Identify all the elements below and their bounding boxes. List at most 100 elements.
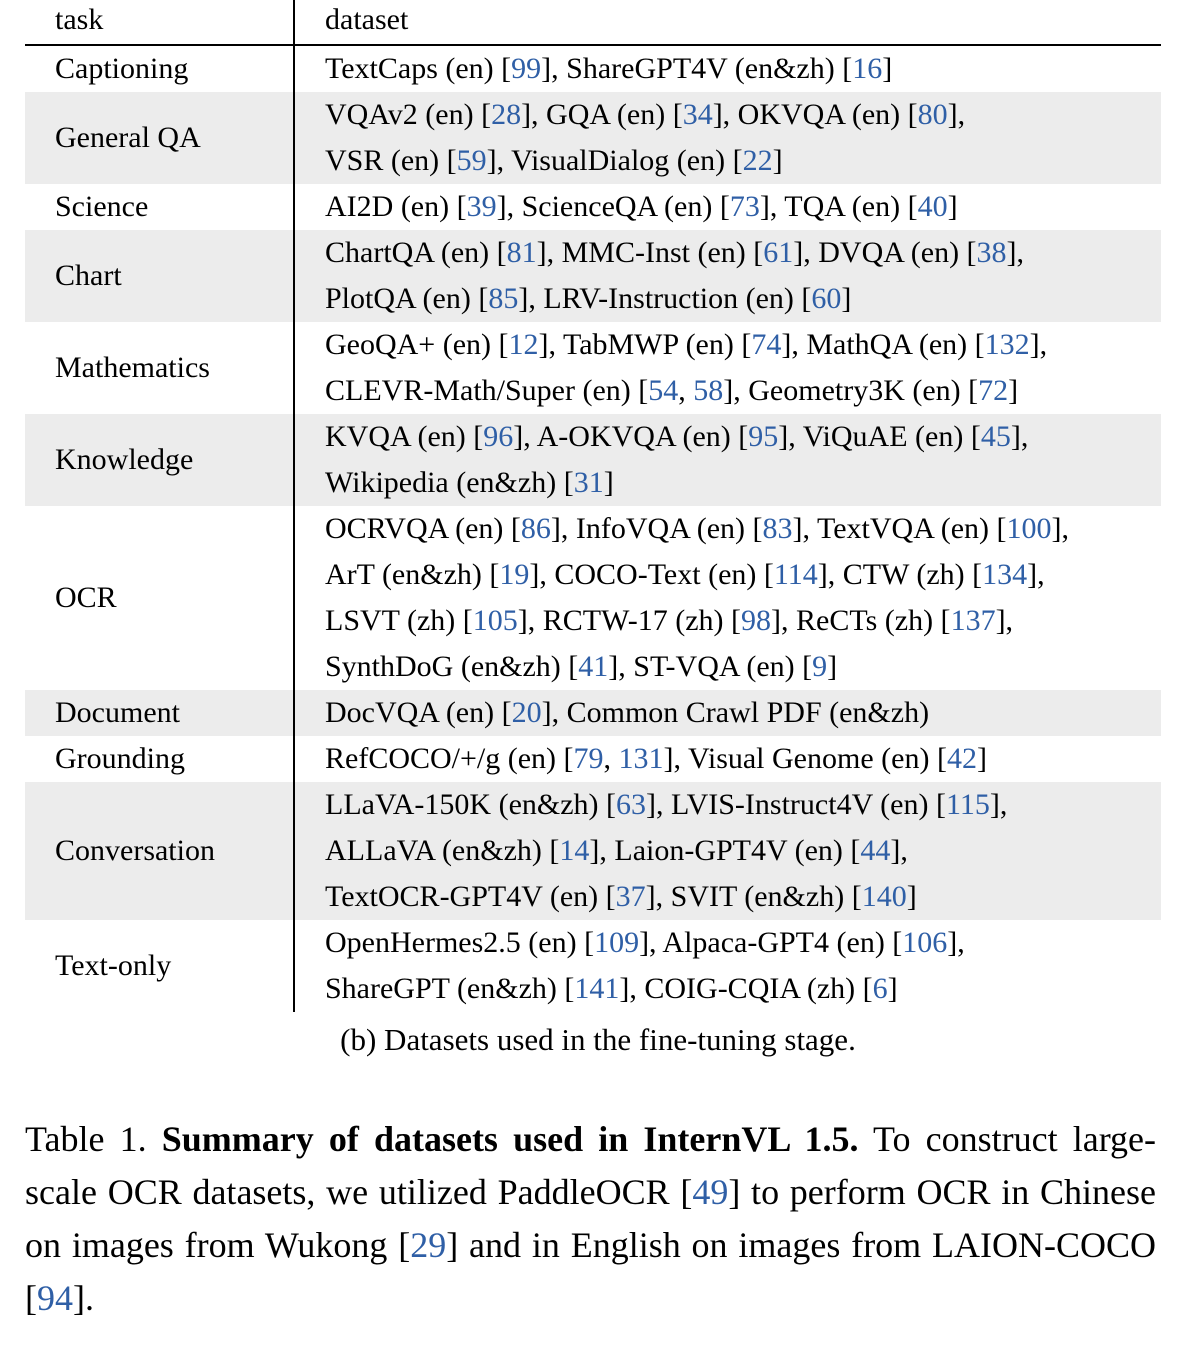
task-cell: Document bbox=[25, 690, 294, 736]
text-segment: ], Alpaca-GPT4 (en) [ bbox=[639, 926, 903, 959]
table-row: Mathematics GeoQA+ (en) [12], TabMWP (en)… bbox=[25, 322, 1161, 414]
citation-link[interactable]: 140 bbox=[861, 880, 907, 913]
citation-link[interactable]: 72 bbox=[978, 374, 1009, 407]
citation-link[interactable]: 109 bbox=[594, 926, 640, 959]
citation-link[interactable]: 58 bbox=[693, 374, 724, 407]
text-segment: ], ShareGPT4V (en&zh) [ bbox=[541, 52, 853, 85]
dataset-line: ALLaVA (en&zh) [14], Laion-GPT4V (en) [4… bbox=[325, 828, 1161, 874]
dataset-line: OpenHermes2.5 (en) [109], Alpaca-GPT4 (e… bbox=[325, 920, 1161, 966]
text-segment: VQAv2 (en) [ bbox=[325, 98, 492, 131]
citation-link[interactable]: 28 bbox=[491, 98, 522, 131]
citation-link[interactable]: 16 bbox=[852, 52, 883, 85]
citation-link[interactable]: 39 bbox=[466, 190, 497, 223]
citation-link[interactable]: 132 bbox=[984, 328, 1030, 361]
citation-link[interactable]: 137 bbox=[950, 604, 996, 637]
dataset-cell: RefCOCO/+/g (en) [79, 131], Visual Genom… bbox=[293, 736, 1161, 782]
citation-link[interactable]: 98 bbox=[741, 604, 772, 637]
citation-link[interactable]: 73 bbox=[729, 190, 760, 223]
text-segment: OCRVQA (en) [ bbox=[325, 512, 521, 545]
citation-link[interactable]: 59 bbox=[456, 144, 487, 177]
text-segment: ], CTW (zh) [ bbox=[817, 558, 983, 591]
citation-link[interactable]: 79 bbox=[573, 742, 604, 775]
table-row: Document DocVQA (en) [20], Common Crawl P… bbox=[25, 690, 1161, 736]
text-segment: ] and in English on images from LAION-CO… bbox=[25, 1225, 1157, 1318]
citation-link[interactable]: 74 bbox=[751, 328, 782, 361]
citation-link[interactable]: 80 bbox=[917, 98, 948, 131]
text-segment: ChartQA (en) [ bbox=[325, 236, 507, 269]
citation-link[interactable]: 42 bbox=[946, 742, 977, 775]
citation-link[interactable]: 14 bbox=[559, 834, 590, 867]
citation-link[interactable]: 6 bbox=[872, 972, 888, 1005]
task-cell: General QA bbox=[25, 92, 294, 184]
dataset-cell: DocVQA (en) [20], Common Crawl PDF (en&z… bbox=[293, 690, 1161, 736]
text-segment: ], bbox=[947, 98, 966, 131]
citation-link[interactable]: 105 bbox=[472, 604, 518, 637]
citation-link[interactable]: 81 bbox=[506, 236, 537, 269]
citation-link[interactable]: 94 bbox=[37, 1278, 73, 1318]
citation-link[interactable]: 38 bbox=[976, 236, 1007, 269]
citation-link[interactable]: 20 bbox=[511, 696, 542, 729]
table-row: Text-only OpenHermes2.5 (en) [109], Alpac… bbox=[25, 920, 1161, 1012]
citation-link[interactable]: 31 bbox=[573, 466, 604, 499]
citation-link[interactable]: 49 bbox=[692, 1172, 729, 1212]
text-segment: ], GQA (en) [ bbox=[521, 98, 683, 131]
citation-link[interactable]: 61 bbox=[763, 236, 794, 269]
citation-link[interactable]: 37 bbox=[615, 880, 646, 913]
dataset-cell: VQAv2 (en) [28], GQA (en) [34], OKVQA (e… bbox=[293, 92, 1161, 184]
citation-link[interactable]: 95 bbox=[748, 420, 779, 453]
citation-link[interactable]: 114 bbox=[773, 558, 818, 591]
text-segment: ], bbox=[1010, 420, 1029, 453]
citation-link[interactable]: 99 bbox=[511, 52, 542, 85]
citation-link[interactable]: 19 bbox=[499, 558, 530, 591]
table-caption: Table 1. Summary of datasets used in Int… bbox=[25, 1113, 1156, 1325]
dataset-line: RefCOCO/+/g (en) [79, 131], Visual Genom… bbox=[325, 736, 1161, 782]
header-dataset: dataset bbox=[293, 0, 1161, 46]
caption-bold-text: Summary of datasets used in InternVL 1.5… bbox=[161, 1119, 859, 1159]
citation-link[interactable]: 100 bbox=[1006, 512, 1052, 545]
citation-link[interactable]: 106 bbox=[902, 926, 948, 959]
text-segment: ShareGPT (en&zh) [ bbox=[325, 972, 575, 1005]
text-segment: ], InfoVQA (en) [ bbox=[550, 512, 763, 545]
citation-link[interactable]: 29 bbox=[410, 1225, 447, 1265]
task-cell: Science bbox=[55, 190, 149, 223]
citation-link[interactable]: 63 bbox=[616, 788, 647, 821]
citation-link[interactable]: 41 bbox=[578, 650, 609, 683]
dataset-cell: GeoQA+ (en) [12], TabMWP (en) [74], Math… bbox=[293, 322, 1161, 414]
text-segment: KVQA (en) [ bbox=[325, 420, 484, 453]
text-segment: ] bbox=[1008, 374, 1019, 407]
citation-link[interactable]: 134 bbox=[982, 558, 1028, 591]
citation-link[interactable]: 131 bbox=[618, 742, 664, 775]
text-segment: ], bbox=[947, 926, 965, 959]
dataset-line: ChartQA (en) [81], MMC-Inst (en) [61], D… bbox=[325, 230, 1161, 276]
citation-link[interactable]: 34 bbox=[682, 98, 713, 131]
text-segment: Table 1. bbox=[25, 1119, 162, 1159]
text-segment: PlotQA (en) [ bbox=[325, 282, 489, 315]
text-segment: LLaVA-150K (en&zh) [ bbox=[325, 788, 617, 821]
citation-link[interactable]: 85 bbox=[488, 282, 519, 315]
citation-link[interactable]: 60 bbox=[811, 282, 842, 315]
citation-link[interactable]: 44 bbox=[860, 834, 891, 867]
text-segment: ], VisualDialog (en) [ bbox=[486, 144, 743, 177]
citation-link[interactable]: 83 bbox=[762, 512, 793, 545]
text-segment: ] bbox=[887, 972, 898, 1005]
header-task: task bbox=[25, 0, 294, 46]
dataset-line: PlotQA (en) [85], LRV-Instruction (en) [… bbox=[325, 276, 1161, 322]
text-segment: ] to perform OCR in Chinese on images fr… bbox=[25, 1172, 1156, 1265]
citation-link[interactable]: 12 bbox=[508, 328, 539, 361]
citation-link[interactable]: 22 bbox=[742, 144, 773, 177]
dataset-line: Wikipedia (en&zh) [31] bbox=[325, 460, 1161, 506]
citation-link[interactable]: 115 bbox=[945, 788, 990, 821]
text-segment: ], DVQA (en) [ bbox=[793, 236, 977, 269]
citation-link[interactable]: 40 bbox=[917, 190, 948, 223]
citation-link[interactable]: 45 bbox=[980, 420, 1011, 453]
citation-link[interactable]: 141 bbox=[574, 972, 620, 1005]
citation-link[interactable]: 9 bbox=[812, 650, 828, 683]
text-segment: ], MMC-Inst (en) [ bbox=[536, 236, 764, 269]
text-segment: ], Visual Genome (en) [ bbox=[663, 742, 947, 775]
task-cell: Grounding bbox=[55, 742, 185, 775]
dataset-line: VQAv2 (en) [28], GQA (en) [34], OKVQA (e… bbox=[325, 92, 1161, 138]
table-header-row: task dataset bbox=[25, 0, 1161, 46]
citation-link[interactable]: 86 bbox=[520, 512, 551, 545]
citation-link[interactable]: 96 bbox=[483, 420, 514, 453]
citation-link[interactable]: 54 bbox=[648, 374, 679, 407]
